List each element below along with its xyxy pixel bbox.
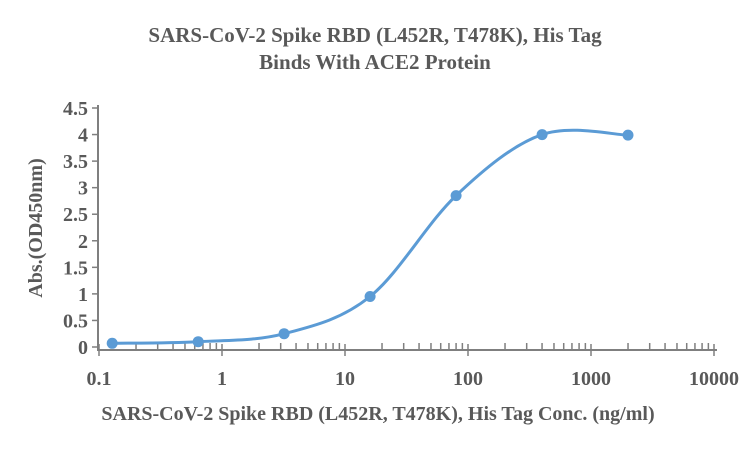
- y-tick-label: 3: [78, 178, 88, 200]
- y-tick-label: 3.5: [63, 151, 88, 173]
- x-tick-label: 1000: [571, 368, 611, 390]
- x-tick-label: 1: [217, 368, 227, 390]
- y-tick-label: 1.5: [63, 257, 88, 279]
- data-point-marker: [536, 129, 548, 141]
- x-tick-label: 10: [335, 368, 355, 390]
- dose-response-curve: [112, 128, 629, 345]
- chart-title-line-2: Binds With ACE2 Protein: [259, 50, 491, 74]
- data-point-marker: [450, 190, 462, 202]
- y-tick-label: 1: [78, 284, 88, 306]
- data-point-marker: [192, 336, 204, 348]
- y-tick-label: 4.5: [63, 98, 88, 120]
- data-point-marker: [622, 129, 634, 141]
- y-tick-label: 0: [78, 337, 88, 359]
- axes: [97, 105, 717, 351]
- x-axis-label: SARS-CoV-2 Spike RBD (L452R, T478K), His…: [101, 403, 654, 425]
- data-point-marker: [278, 328, 290, 340]
- y-tick-label: 0.5: [63, 310, 88, 332]
- tick-labels: 0 0.5 1 1.5 2 2.5 3 3.5 4 4.5 0.1 1 10 100 1000 10000: [63, 98, 739, 390]
- x-tick-label: 100: [453, 368, 483, 390]
- x-tick-label: 0.1: [87, 368, 112, 390]
- y-tick-label: 2: [78, 231, 88, 253]
- axis-ticks: [92, 107, 715, 356]
- y-tick-label: 4: [78, 125, 88, 147]
- data-point-markers: [106, 129, 634, 349]
- data-point-marker: [364, 291, 376, 302]
- x-tick-label: 10000: [689, 368, 739, 390]
- chart-title-line-1: SARS-CoV-2 Spike RBD (L452R, T478K), His…: [148, 23, 602, 47]
- y-tick-label: 2.5: [63, 204, 88, 226]
- data-point-marker: [106, 337, 118, 349]
- y-axis-label: Abs.(OD450nm): [25, 158, 47, 297]
